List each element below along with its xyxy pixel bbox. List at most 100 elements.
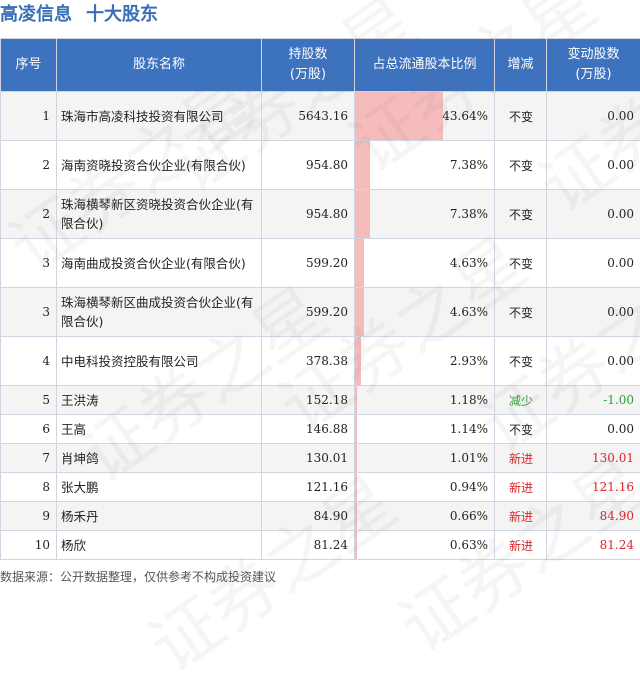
holder-name-cell: 杨禾丹 <box>57 502 262 531</box>
holder-name-cell: 张大鹏 <box>57 473 262 502</box>
delta-shares-cell: 121.16 <box>547 473 640 502</box>
delta-shares-cell: 0.00 <box>547 190 640 239</box>
change-status-cell: 新进 <box>495 473 547 502</box>
ratio-bar <box>355 141 370 189</box>
shares-cell: 599.20 <box>262 239 355 288</box>
holder-name-cell: 杨欣 <box>57 531 262 560</box>
shares-cell: 81.24 <box>262 531 355 560</box>
delta-shares-cell: 81.24 <box>547 531 640 560</box>
float-ratio-cell: 1.01% <box>355 444 495 473</box>
table-header-row: 序号 股东名称 持股数 (万股) 占总流通股本比例 增减 变动股数 (万股) <box>1 39 640 92</box>
float-ratio-cell: 0.63% <box>355 531 495 560</box>
holder-name-cell: 肖坤鸽 <box>57 444 262 473</box>
rank-cell: 5 <box>1 386 57 415</box>
ratio-value: 0.63% <box>450 538 494 552</box>
float-ratio-cell: 2.93% <box>355 337 495 386</box>
holder-name-cell: 中电科投资控股有限公司 <box>57 337 262 386</box>
holder-name-cell: 珠海横琴新区曲成投资合伙企业(有限合伙) <box>57 288 262 337</box>
change-status-cell: 减少 <box>495 386 547 415</box>
shares-cell: 146.88 <box>262 415 355 444</box>
shares-cell: 84.90 <box>262 502 355 531</box>
ratio-bar <box>355 337 361 385</box>
col-holder-name[interactable]: 股东名称 <box>57 39 262 92</box>
ratio-value: 0.66% <box>450 509 494 523</box>
change-status-cell: 不变 <box>495 415 547 444</box>
ratio-bar <box>355 444 357 472</box>
float-ratio-cell: 1.14% <box>355 415 495 444</box>
ratio-bar <box>355 531 357 559</box>
holder-name-cell: 海南资晓投资合伙企业(有限合伙) <box>57 141 262 190</box>
col-float-ratio[interactable]: 占总流通股本比例 <box>355 39 495 92</box>
shares-cell: 378.38 <box>262 337 355 386</box>
ratio-bar <box>355 386 357 414</box>
float-ratio-cell: 7.38% <box>355 190 495 239</box>
rank-cell: 8 <box>1 473 57 502</box>
holder-name-cell: 海南曲成投资合伙企业(有限合伙) <box>57 239 262 288</box>
holder-name-cell: 王洪涛 <box>57 386 262 415</box>
float-ratio-cell: 0.94% <box>355 473 495 502</box>
change-status-cell: 不变 <box>495 337 547 386</box>
shares-cell: 130.01 <box>262 444 355 473</box>
ratio-value: 7.38% <box>450 207 494 221</box>
ratio-bar <box>355 415 357 443</box>
delta-shares-cell: 0.00 <box>547 92 640 141</box>
rank-cell: 7 <box>1 444 57 473</box>
col-delta-shares[interactable]: 变动股数 (万股) <box>547 39 640 92</box>
section-title: 十大股东 <box>86 4 158 25</box>
shares-cell: 5643.16 <box>262 92 355 141</box>
shares-cell: 599.20 <box>262 288 355 337</box>
col-rank[interactable]: 序号 <box>1 39 57 92</box>
rank-cell: 9 <box>1 502 57 531</box>
change-status-cell: 新进 <box>495 531 547 560</box>
rank-cell: 4 <box>1 337 57 386</box>
shares-cell: 121.16 <box>262 473 355 502</box>
ratio-value: 4.63% <box>450 256 494 270</box>
float-ratio-cell: 7.38% <box>355 141 495 190</box>
ratio-bar <box>355 288 364 336</box>
delta-shares-cell: 130.01 <box>547 444 640 473</box>
ratio-bar <box>355 92 443 140</box>
delta-shares-cell: 0.00 <box>547 415 640 444</box>
float-ratio-cell: 1.18% <box>355 386 495 415</box>
change-status-cell: 不变 <box>495 141 547 190</box>
rank-cell: 2 <box>1 141 57 190</box>
shares-cell: 152.18 <box>262 386 355 415</box>
rank-cell: 2 <box>1 190 57 239</box>
ratio-value: 43.64% <box>442 109 494 123</box>
delta-shares-cell: 84.90 <box>547 502 640 531</box>
col-shares[interactable]: 持股数 (万股) <box>262 39 355 92</box>
page-title: 高凌信息十大股东 <box>0 0 158 30</box>
rank-cell: 3 <box>1 288 57 337</box>
shares-cell: 954.80 <box>262 190 355 239</box>
change-status-cell: 新进 <box>495 502 547 531</box>
float-ratio-cell: 0.66% <box>355 502 495 531</box>
delta-shares-cell: 0.00 <box>547 239 640 288</box>
ratio-bar <box>355 190 370 238</box>
change-status-cell: 新进 <box>495 444 547 473</box>
float-ratio-cell: 43.64% <box>355 92 495 141</box>
col-change[interactable]: 增减 <box>495 39 547 92</box>
ratio-value: 1.18% <box>450 393 494 407</box>
float-ratio-cell: 4.63% <box>355 239 495 288</box>
top-shareholders-table: 序号 股东名称 持股数 (万股) 占总流通股本比例 增减 变动股数 (万股) 1… <box>0 38 640 560</box>
ratio-value: 0.94% <box>450 480 494 494</box>
ratio-value: 4.63% <box>450 305 494 319</box>
data-source-note: 数据来源：公开数据整理，仅供参考不构成投资建议 <box>0 568 276 585</box>
company-name: 高凌信息 <box>0 4 72 25</box>
shares-cell: 954.80 <box>262 141 355 190</box>
holder-name-cell: 王高 <box>57 415 262 444</box>
ratio-bar <box>355 239 364 287</box>
rank-cell: 1 <box>1 92 57 141</box>
